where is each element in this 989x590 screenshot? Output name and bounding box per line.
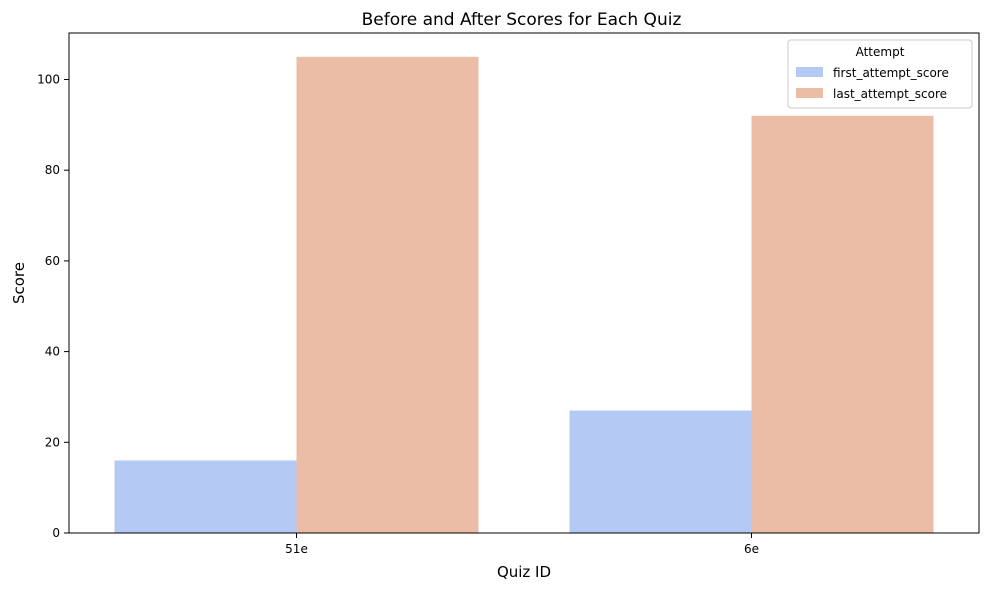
legend-swatch-last-attempt <box>796 88 823 98</box>
x-axis-label: Quiz ID <box>497 563 551 581</box>
x-tick-label-51e: 51e <box>285 542 308 556</box>
y-tick-label-20: 20 <box>45 435 60 449</box>
bar-first-attempt-score-6e <box>569 410 752 533</box>
legend: Attempt first_attempt_score last_attempt… <box>787 39 973 109</box>
legend-label-last-attempt: last_attempt_score <box>833 87 947 101</box>
legend-title: Attempt <box>856 45 905 59</box>
bars <box>114 56 934 534</box>
y-tick-label-100: 100 <box>37 72 60 86</box>
y-tick-label-40: 40 <box>45 345 60 359</box>
bar-first-attempt-score-51e <box>114 460 297 533</box>
x-axis: 51e 6e <box>285 533 759 556</box>
legend-swatch-first-attempt <box>796 67 823 77</box>
y-axis: 0 20 40 60 80 100 <box>37 72 69 540</box>
y-tick-label-80: 80 <box>45 163 60 177</box>
bar-last-attempt-score-6e <box>751 115 934 533</box>
plot-frame <box>68 32 980 534</box>
bar-last-attempt-score-51e <box>296 56 479 534</box>
x-tick-label-6e: 6e <box>744 542 759 556</box>
y-tick-label-60: 60 <box>45 254 60 268</box>
y-axis-label: Score <box>10 262 28 304</box>
legend-label-first-attempt: first_attempt_score <box>833 66 949 80</box>
legend-frame <box>787 39 973 109</box>
chart-title: Before and After Scores for Each Quiz <box>362 10 682 30</box>
y-tick-label-0: 0 <box>52 526 60 540</box>
